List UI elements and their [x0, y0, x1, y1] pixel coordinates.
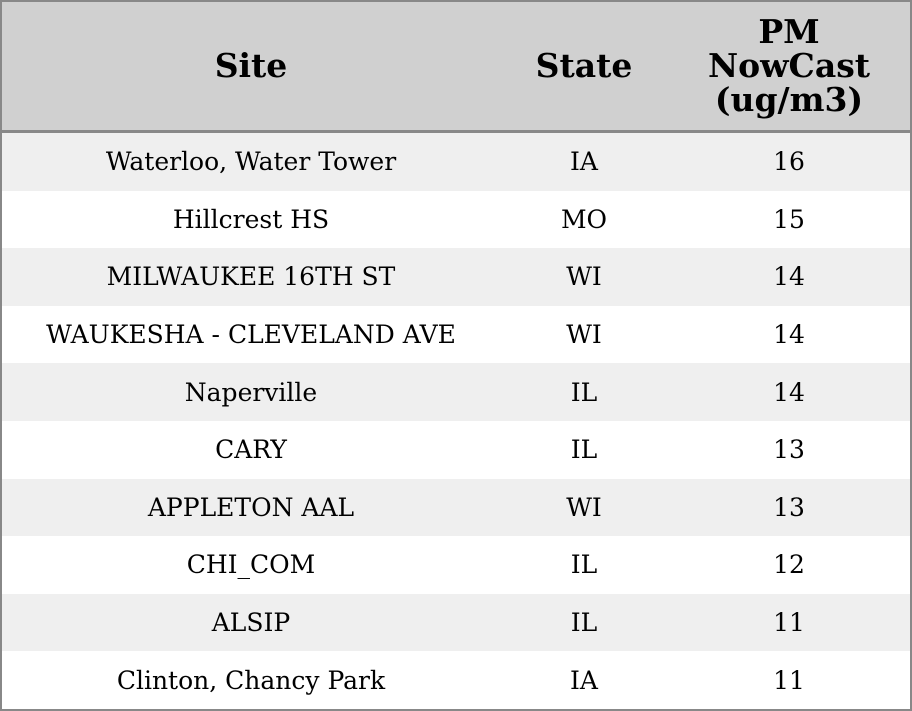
table-row: Waterloo, Water Tower IA 16 — [2, 133, 910, 191]
header-cell: State — [500, 49, 668, 83]
table-cell: CARY — [215, 435, 287, 465]
table-row: Naperville IL 14 — [2, 363, 910, 421]
table-row: MILWAUKEE 16TH ST WI 14 — [2, 248, 910, 306]
table-cell: Waterloo, Water Tower — [105, 147, 397, 177]
table-row: Clinton, Chancy Park IA 11 — [2, 651, 910, 709]
table-cell: 12 — [773, 550, 805, 580]
table-cell: 13 — [773, 435, 805, 465]
table-cell: Naperville — [184, 377, 318, 407]
header-row: Site State PM NowCast (ug/m3) — [2, 2, 910, 133]
table-cell: 15 — [773, 204, 805, 234]
table-row: ALSIP IL 11 — [2, 593, 910, 652]
table-cell: 11 — [773, 665, 805, 695]
table-cell: 14 — [773, 320, 805, 350]
table-cell: IA — [570, 147, 598, 177]
table-row: CHI_COM IL 12 — [2, 536, 910, 594]
table-row: APPLETON AAL WI 13 — [2, 478, 910, 537]
table-cell: 14 — [773, 377, 805, 407]
table-cell: 16 — [773, 147, 805, 177]
table-cell: CHI_COM — [186, 550, 316, 580]
table-cell: MO — [560, 204, 608, 234]
table-row: Hillcrest HS MO 15 — [2, 190, 910, 249]
table-cell: IL — [570, 608, 598, 638]
table-cell: MILWAUKEE 16TH ST — [106, 262, 396, 292]
table-cell: IA — [570, 665, 598, 695]
header-text: Site — [214, 46, 288, 85]
table-cell: WI — [566, 262, 602, 292]
table-cell: 11 — [773, 608, 805, 638]
table-cell: 13 — [773, 492, 805, 522]
table-cell: WI — [566, 320, 602, 350]
table-cell: IL — [570, 550, 598, 580]
table-cell: IL — [570, 435, 598, 465]
table-cell: WAUKESHA - CLEVELAND AVE — [46, 320, 456, 350]
header-cell: PM NowCast (ug/m3) — [668, 15, 910, 117]
table-row: WAUKESHA - CLEVELAND AVE WI 14 — [2, 305, 910, 364]
table-row: CARY IL 13 — [2, 420, 910, 479]
table-cell: Clinton, Chancy Park — [116, 665, 386, 695]
header-text: PM NowCast (ug/m3) — [707, 12, 871, 119]
table-cell: 14 — [773, 262, 805, 292]
header-text: State — [535, 46, 633, 85]
table-cell: ALSIP — [211, 608, 291, 638]
table-cell: WI — [566, 492, 602, 522]
table-cell: APPLETON AAL — [147, 492, 355, 522]
header-cell: Site — [2, 49, 500, 83]
table-cell: IL — [570, 377, 598, 407]
table-cell: Hillcrest HS — [172, 204, 330, 234]
